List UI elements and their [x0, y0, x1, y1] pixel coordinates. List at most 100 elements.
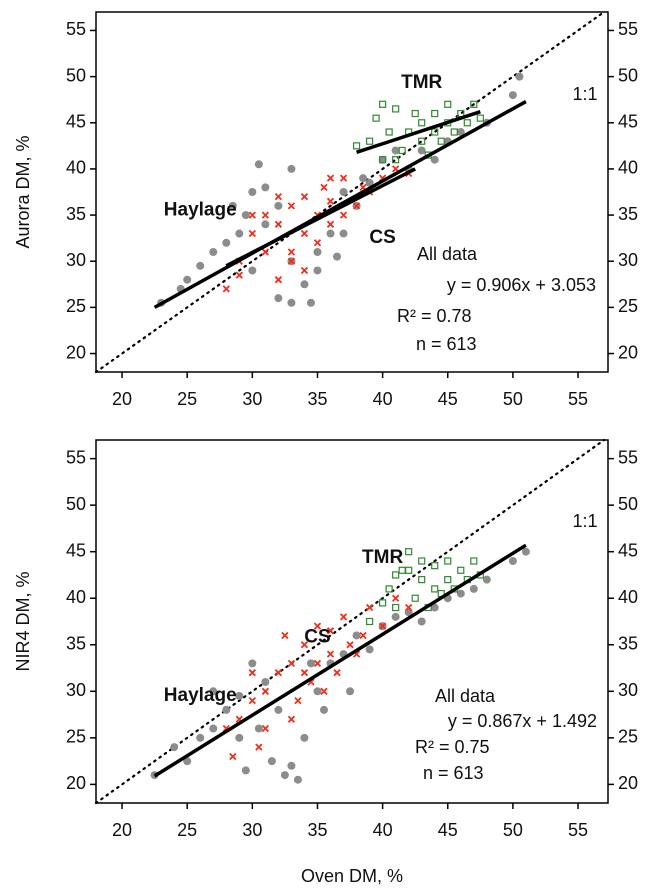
x-tick-label: 30 — [242, 820, 262, 840]
point — [411, 109, 419, 118]
point — [274, 192, 283, 201]
point — [333, 669, 341, 677]
series-label: Haylage — [164, 685, 237, 706]
point — [418, 557, 426, 565]
point — [365, 617, 374, 626]
point — [418, 119, 426, 127]
point — [209, 724, 218, 733]
fit-line — [153, 543, 527, 778]
point — [392, 156, 400, 164]
point — [326, 174, 335, 182]
point — [300, 192, 309, 201]
point — [248, 669, 256, 677]
x-axis-title: Oven DM, % — [301, 866, 403, 886]
point — [274, 220, 283, 228]
point — [313, 266, 322, 275]
y-tick-label: 20 — [66, 342, 86, 362]
y2-tick-label: 40 — [618, 587, 638, 607]
point — [365, 137, 374, 145]
point — [476, 114, 484, 122]
fit-line — [225, 167, 416, 268]
point — [431, 562, 439, 570]
point — [430, 155, 439, 164]
x-tick-label: 35 — [307, 820, 327, 840]
point — [391, 612, 400, 621]
point — [300, 280, 309, 289]
point — [333, 252, 342, 261]
y-tick-label: 25 — [66, 296, 86, 316]
point — [287, 659, 296, 668]
point — [228, 201, 237, 210]
point — [444, 100, 452, 108]
point — [261, 211, 270, 219]
identity-label: 1:1 — [572, 84, 597, 104]
y2-tick-label: 35 — [618, 204, 638, 224]
annotation: y = 0.906x + 3.053 — [447, 275, 596, 295]
point — [405, 548, 413, 556]
point — [255, 743, 263, 751]
y2-tick-label: 50 — [618, 494, 638, 514]
point — [379, 156, 387, 164]
point — [287, 298, 296, 307]
point — [300, 669, 309, 677]
point — [274, 201, 283, 210]
y-tick-label: 30 — [66, 250, 86, 270]
point — [352, 202, 361, 210]
point — [241, 211, 250, 220]
point — [379, 599, 387, 607]
y-tick-label: 40 — [66, 587, 86, 607]
point — [470, 100, 478, 108]
point — [235, 733, 244, 742]
point — [313, 687, 322, 696]
point — [418, 137, 426, 145]
point — [405, 603, 413, 612]
y2-tick-label: 40 — [618, 158, 638, 178]
y2-tick-label: 45 — [618, 540, 638, 560]
point — [313, 239, 322, 247]
point — [346, 687, 355, 696]
x-tick-label: 35 — [307, 389, 327, 409]
point — [313, 248, 322, 256]
y2-tick-label: 20 — [618, 342, 638, 362]
y-axis-title: Aurora DM, % — [13, 135, 33, 248]
x-tick-label: 20 — [112, 389, 132, 409]
annotation: All data — [435, 686, 496, 706]
point — [235, 229, 244, 238]
point — [379, 100, 387, 108]
x-tick-label: 30 — [242, 389, 262, 409]
y-tick-label: 35 — [66, 634, 86, 654]
y2-tick-label: 25 — [618, 727, 638, 747]
point — [170, 743, 179, 752]
point — [339, 174, 348, 182]
point — [515, 72, 524, 81]
annotation: R² = 0.78 — [397, 306, 472, 326]
y-tick-label: 45 — [66, 540, 86, 560]
point — [261, 724, 270, 733]
identity-line — [94, 438, 606, 805]
point — [437, 137, 445, 145]
point — [300, 641, 309, 649]
x-tick-label: 50 — [503, 820, 523, 840]
point — [398, 146, 406, 155]
point — [306, 298, 315, 307]
fit-line — [356, 110, 481, 154]
x-tick-label: 25 — [177, 820, 197, 840]
point — [313, 622, 322, 630]
point — [326, 220, 335, 228]
point — [261, 678, 270, 686]
point — [287, 248, 296, 256]
point — [392, 105, 400, 113]
y-tick-label: 35 — [66, 204, 86, 224]
y-tick-label: 45 — [66, 112, 86, 132]
y-tick-label: 50 — [66, 65, 86, 85]
point — [469, 584, 478, 593]
point — [313, 659, 322, 668]
point — [450, 128, 458, 136]
annotation: y = 0.867x + 1.492 — [448, 711, 597, 731]
point — [405, 566, 413, 574]
y-tick-label: 50 — [66, 494, 86, 514]
point — [287, 257, 296, 265]
point — [254, 724, 263, 733]
annotation: n = 613 — [416, 334, 477, 354]
